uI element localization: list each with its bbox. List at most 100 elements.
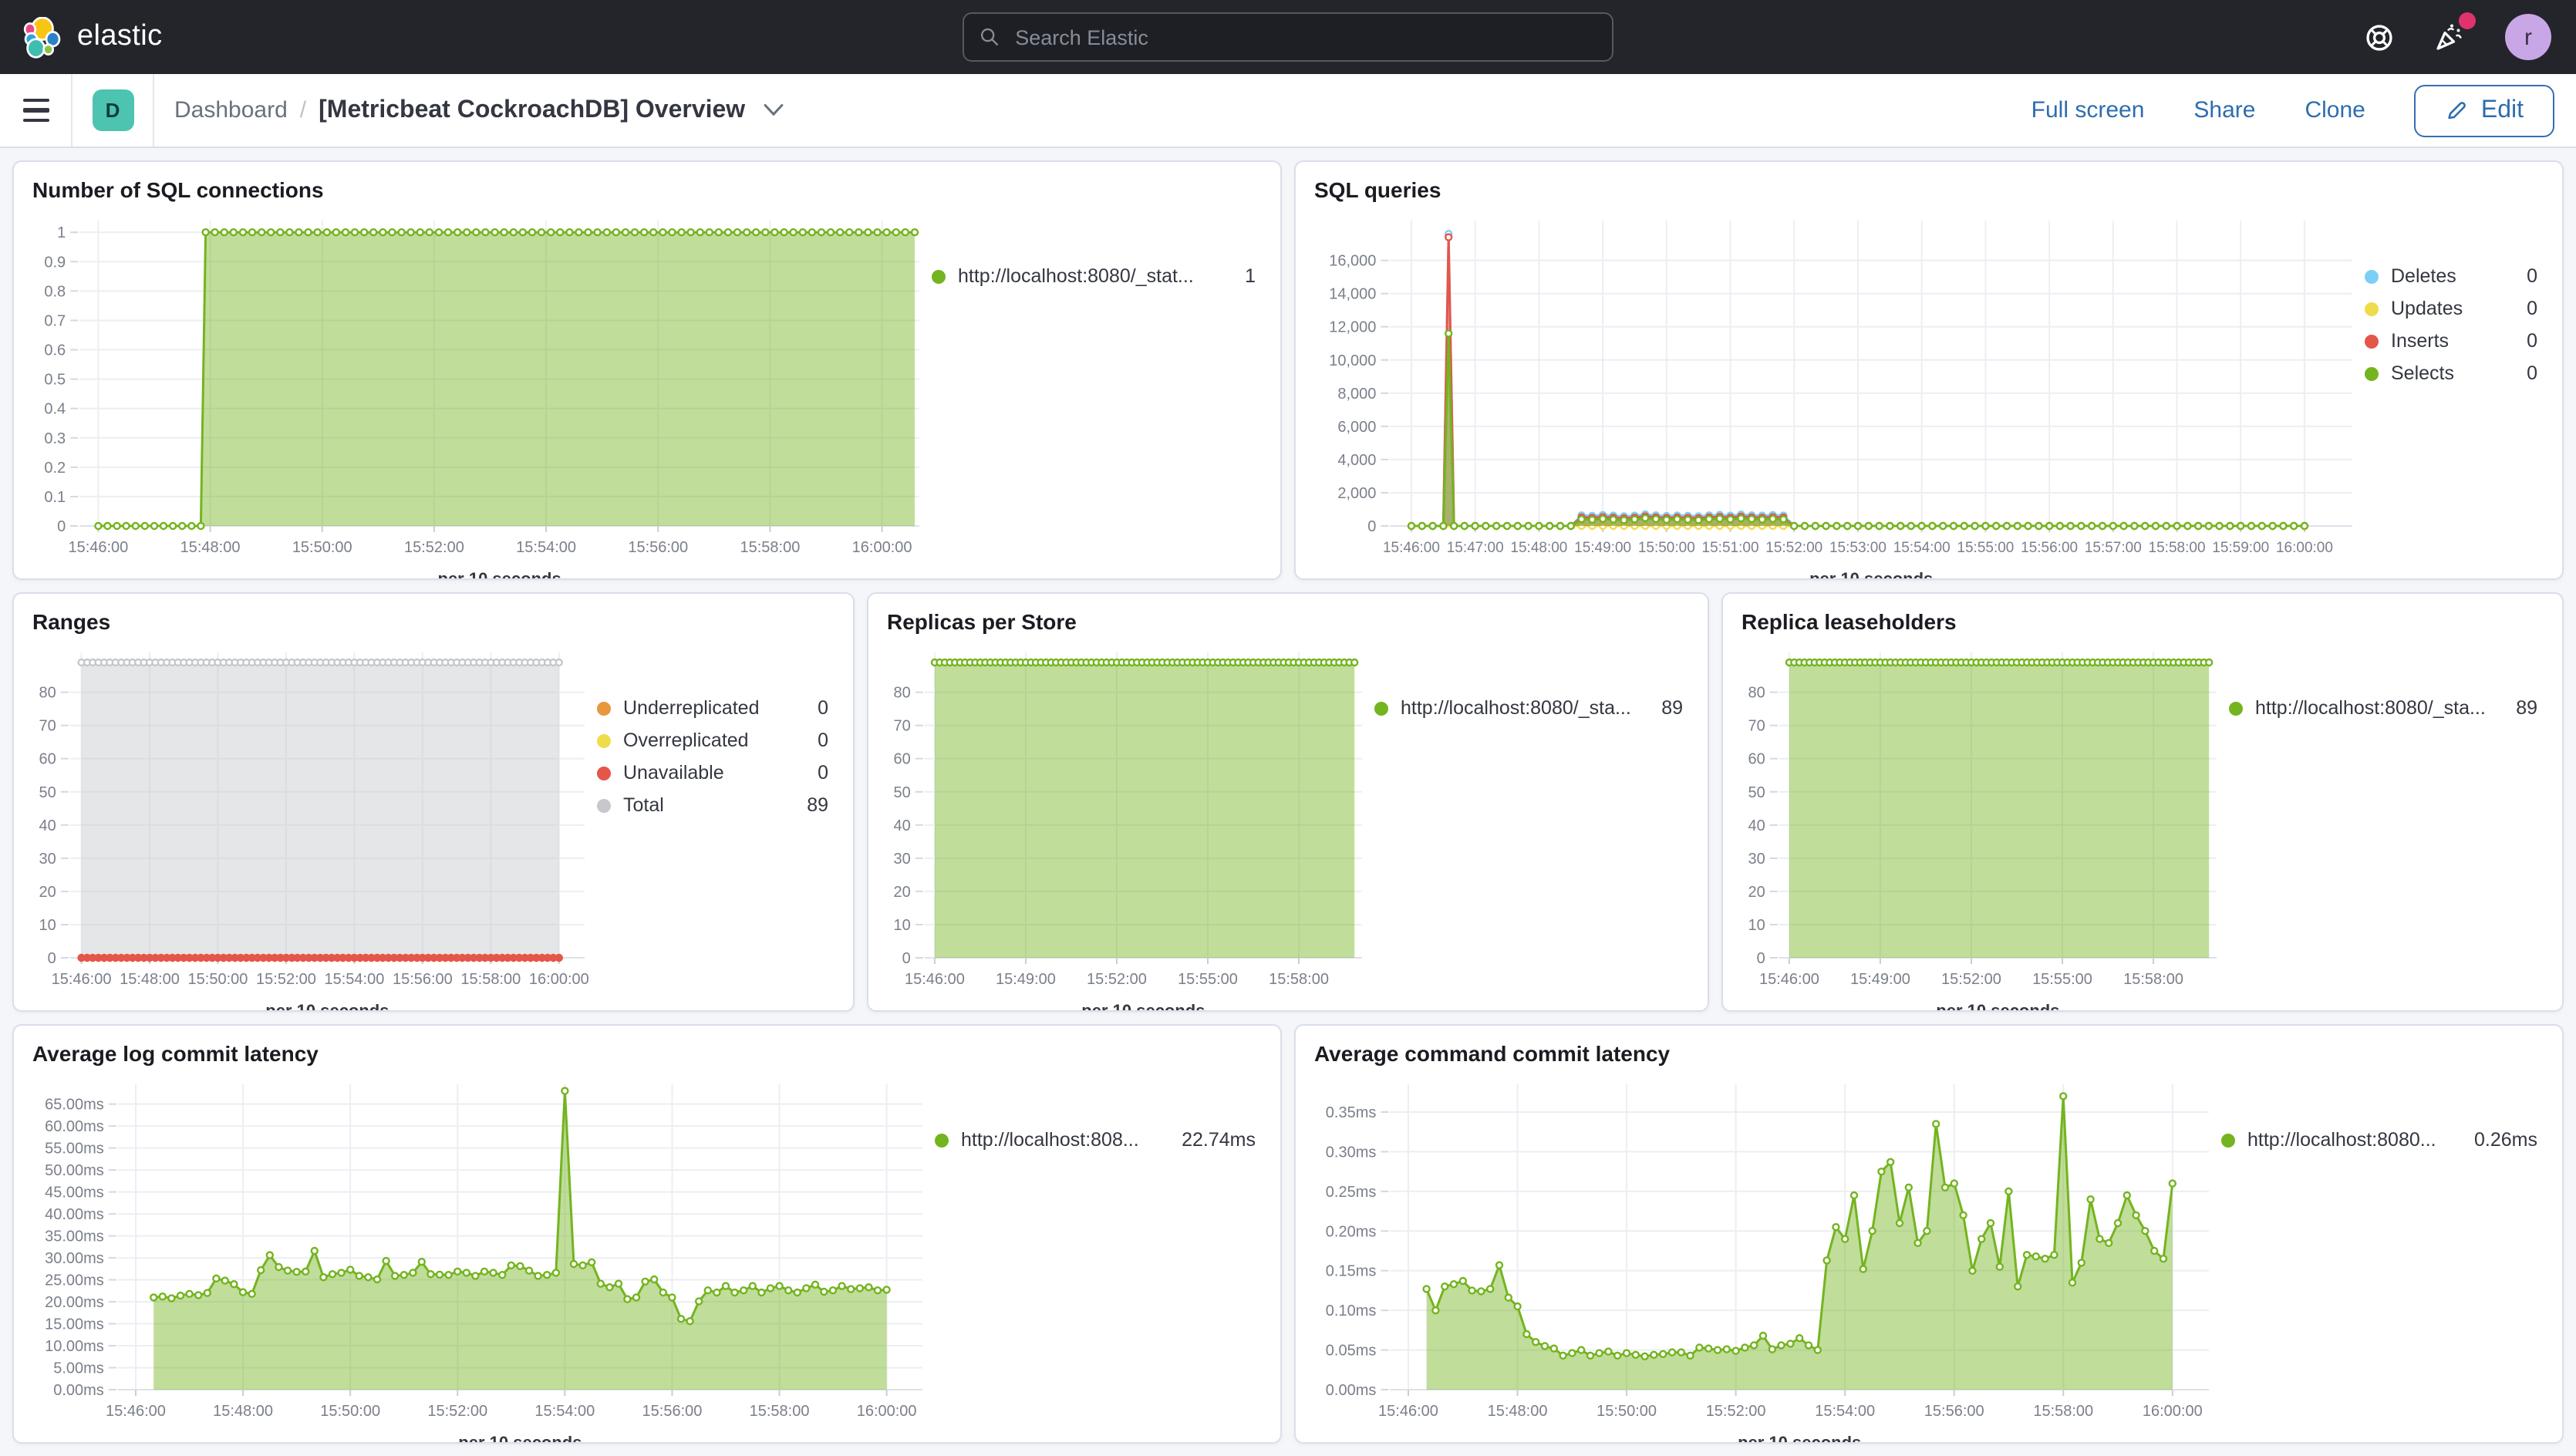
svg-text:40.00ms: 40.00ms	[45, 1206, 104, 1223]
svg-text:15:48:00: 15:48:00	[180, 539, 241, 556]
share-button[interactable]: Share	[2193, 97, 2255, 123]
svg-text:20: 20	[39, 884, 56, 901]
svg-text:per 10 seconds: per 10 seconds	[1081, 1001, 1205, 1012]
legend-item[interactable]: http://localhost:808...22.74ms	[935, 1131, 1256, 1151]
svg-text:30.00ms: 30.00ms	[45, 1250, 104, 1267]
svg-text:15:49:00: 15:49:00	[1850, 971, 1910, 988]
svg-text:70: 70	[894, 718, 911, 735]
svg-text:15:54:00: 15:54:00	[1815, 1403, 1875, 1420]
legend-item[interactable]: http://localhost:8080...0.26ms	[2221, 1131, 2537, 1151]
panel-average-log-commit-latency: Average log commit latency0.00ms5.00ms10…	[12, 1024, 1282, 1444]
svg-text:0.10ms: 0.10ms	[1326, 1303, 1377, 1320]
search-input[interactable]	[1012, 24, 1597, 50]
panel-replica-leaseholders: Replica leaseholders0102030405060708015:…	[1721, 592, 2564, 1012]
panel-title: Average log commit latency	[32, 1038, 1262, 1069]
legend-item[interactable]: http://localhost:8080/_stat...1	[932, 267, 1256, 287]
svg-text:15:59:00: 15:59:00	[2212, 540, 2269, 556]
svg-text:15:48:00: 15:48:00	[213, 1403, 273, 1420]
panel-body: 0102030405060708015:46:0015:49:0015:52:0…	[887, 637, 1689, 998]
panel-body: 02,0004,0006,0008,00010,00012,00014,0001…	[1314, 205, 2544, 566]
svg-text:10: 10	[1748, 917, 1765, 934]
svg-text:8,000: 8,000	[1337, 386, 1376, 403]
svg-text:60: 60	[894, 751, 911, 768]
chart-legend: Deletes0Updates0Inserts0Selects0	[2365, 205, 2544, 566]
legend-item[interactable]: Overreplicated0	[597, 731, 828, 751]
svg-text:15:50:00: 15:50:00	[188, 971, 248, 988]
svg-text:15:46:00: 15:46:00	[68, 539, 128, 556]
news-button[interactable]	[2434, 22, 2465, 52]
legend-item[interactable]: Selects0	[2365, 364, 2537, 384]
number-of-sql-connections-chart: 00.10.20.30.40.50.60.70.80.9115:46:0015:…	[32, 205, 932, 566]
full-screen-button[interactable]: Full screen	[2031, 97, 2145, 123]
svg-text:80: 80	[39, 685, 56, 702]
legend-item[interactable]: Updates0	[2365, 299, 2537, 319]
svg-text:15:55:00: 15:55:00	[2032, 971, 2092, 988]
svg-text:15:55:00: 15:55:00	[1178, 971, 1238, 988]
svg-text:0.7: 0.7	[44, 312, 66, 329]
legend-value: 89	[2516, 699, 2537, 719]
panel-average-command-commit-latency: Average command commit latency0.00ms0.05…	[1294, 1024, 2564, 1444]
svg-text:50.00ms: 50.00ms	[45, 1162, 104, 1179]
clone-button[interactable]: Clone	[2305, 97, 2365, 123]
svg-text:80: 80	[894, 685, 911, 702]
panel-title: Replicas per Store	[887, 606, 1689, 637]
legend-label: http://localhost:808...	[961, 1131, 1139, 1151]
legend-value: 0	[2527, 332, 2537, 352]
ranges-chart: 0102030405060708015:46:0015:48:0015:50:0…	[32, 637, 597, 998]
svg-text:50: 50	[1748, 784, 1765, 801]
svg-text:60.00ms: 60.00ms	[45, 1118, 104, 1135]
svg-text:15:58:00: 15:58:00	[2149, 540, 2206, 556]
legend-label: Overreplicated	[623, 731, 749, 751]
svg-text:65.00ms: 65.00ms	[45, 1097, 104, 1114]
chart-legend: http://localhost:8080/_sta...89	[1374, 637, 1689, 998]
svg-text:15:58:00: 15:58:00	[460, 971, 521, 988]
legend-value: 0	[818, 763, 828, 784]
svg-text:6,000: 6,000	[1337, 419, 1376, 436]
svg-text:per 10 seconds: per 10 seconds	[458, 1433, 582, 1444]
legend-label: Inserts	[2391, 332, 2449, 352]
panel-body: 0102030405060708015:46:0015:49:0015:52:0…	[1741, 637, 2544, 998]
help-button[interactable]	[2363, 22, 2394, 52]
legend-item[interactable]: http://localhost:8080/_sta...89	[2229, 699, 2537, 719]
legend-item[interactable]: Deletes0	[2365, 267, 2537, 287]
svg-text:10.00ms: 10.00ms	[45, 1338, 104, 1355]
legend-value: 89	[807, 796, 828, 816]
edit-button[interactable]: Edit	[2415, 84, 2554, 136]
user-avatar[interactable]: r	[2505, 14, 2551, 60]
legend-color-dot	[935, 1134, 949, 1148]
legend-item[interactable]: http://localhost:8080/_sta...89	[1374, 699, 1683, 719]
svg-text:0: 0	[1367, 518, 1376, 535]
toolbar-actions: Full screen Share Clone Edit	[2031, 84, 2576, 136]
panel-body: 0.00ms5.00ms10.00ms15.00ms20.00ms25.00ms…	[32, 1069, 1262, 1430]
svg-text:15:58:00: 15:58:00	[2123, 971, 2183, 988]
svg-text:45.00ms: 45.00ms	[45, 1185, 104, 1202]
title-menu-button[interactable]	[764, 103, 784, 117]
chart-svg: 0102030405060708015:46:0015:49:0015:52:0…	[887, 637, 1374, 1012]
panel-number-of-sql-connections: Number of SQL connections00.10.20.30.40.…	[12, 160, 1282, 580]
dashboard-badge[interactable]: D	[92, 89, 133, 131]
legend-item[interactable]: Underreplicated0	[597, 699, 828, 719]
elastic-logo[interactable]: elastic	[0, 16, 163, 58]
legend-item[interactable]: Unavailable0	[597, 763, 828, 784]
menu-button[interactable]	[0, 74, 72, 147]
chart-legend: http://localhost:8080/_stat...1	[932, 205, 1262, 566]
average-command-commit-latency-chart: 0.00ms0.05ms0.10ms0.15ms0.20ms0.25ms0.30…	[1314, 1069, 2221, 1430]
svg-text:0: 0	[57, 518, 66, 535]
legend-color-dot	[1374, 702, 1388, 716]
legend-label: http://localhost:8080/_stat...	[958, 267, 1194, 287]
legend-item[interactable]: Total89	[597, 796, 828, 816]
svg-text:15:50:00: 15:50:00	[320, 1403, 380, 1420]
svg-text:15:46:00: 15:46:00	[52, 971, 112, 988]
svg-text:16:00:00: 16:00:00	[857, 1403, 917, 1420]
breadcrumb-dashboard-link[interactable]: Dashboard	[174, 97, 288, 123]
legend-color-dot	[2365, 335, 2379, 349]
legend-value: 0	[2527, 364, 2537, 384]
global-search[interactable]	[963, 12, 1613, 62]
svg-text:15:53:00: 15:53:00	[1829, 540, 1886, 556]
chevron-down-icon	[764, 103, 784, 117]
panel-body: 00.10.20.30.40.50.60.70.80.9115:46:0015:…	[32, 205, 1262, 566]
svg-text:0.1: 0.1	[44, 489, 66, 506]
legend-item[interactable]: Inserts 0	[2365, 332, 2537, 352]
topbar-actions: r	[2363, 14, 2576, 60]
elastic-logo-icon	[22, 16, 63, 58]
